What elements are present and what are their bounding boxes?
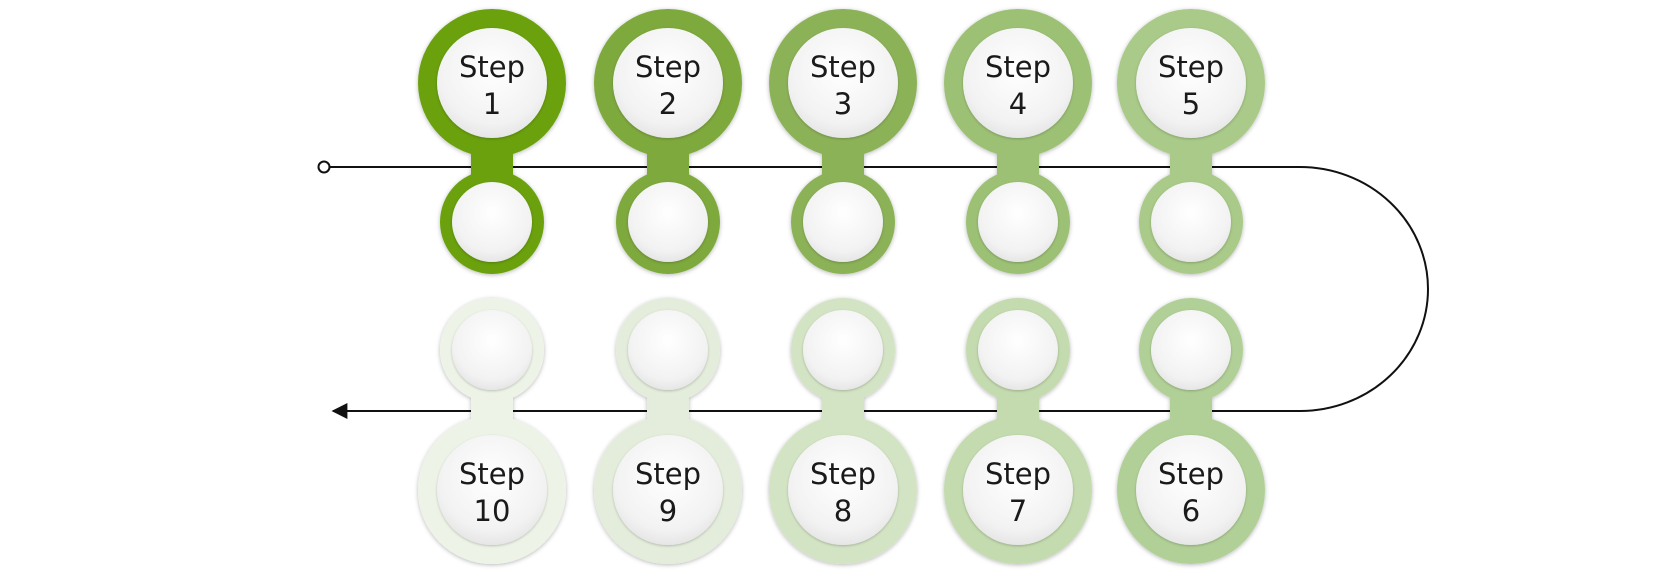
step-4-number: 4: [1009, 87, 1027, 121]
step-1-title: Step: [459, 50, 525, 84]
step-9-small-disc: [628, 310, 708, 390]
step-5-number: 5: [1182, 87, 1200, 121]
step-5-small-disc: [1151, 182, 1231, 262]
step-8-label-disc: [788, 435, 898, 545]
step-5-title: Step: [1158, 50, 1224, 84]
flow-connector-line: [329, 166, 1429, 419]
step-6-number: 6: [1182, 494, 1200, 528]
step-6-small-disc: [1151, 310, 1231, 390]
step-1-number: 1: [483, 87, 501, 121]
step-4-label-disc: [963, 28, 1073, 138]
step-10-label-disc: [437, 435, 547, 545]
step-10-title: Step: [459, 457, 525, 491]
step-3-label-disc: [788, 28, 898, 138]
step-8-small-disc: [803, 310, 883, 390]
step-2-title: Step: [635, 50, 701, 84]
step-2-small-disc: [628, 182, 708, 262]
step-9-label-disc: [613, 435, 723, 545]
flow-start-dot: [317, 160, 331, 174]
step-6-label-disc: [1136, 435, 1246, 545]
step-1-small-disc: [452, 182, 532, 262]
step-9-number: 9: [659, 494, 677, 528]
step-9-title: Step: [635, 457, 701, 491]
steps-layer: Step1Step2Step3Step4Step5Step10Step9Step…: [418, 9, 1265, 564]
step-3-number: 3: [834, 87, 852, 121]
step-3-small-disc: [803, 182, 883, 262]
step-2-label-disc: [613, 28, 723, 138]
step-4-small-disc: [978, 182, 1058, 262]
step-2-number: 2: [659, 87, 677, 121]
step-8-title: Step: [810, 457, 876, 491]
step-1-label-disc: [437, 28, 547, 138]
step-10-number: 10: [474, 494, 511, 528]
step-7-label-disc: [963, 435, 1073, 545]
step-5-label-disc: [1136, 28, 1246, 138]
step-7-number: 7: [1009, 494, 1027, 528]
step-7-title: Step: [985, 457, 1051, 491]
step-3-title: Step: [810, 50, 876, 84]
step-6-title: Step: [1158, 457, 1224, 491]
step-8-number: 8: [834, 494, 852, 528]
step-10-small-disc: [452, 310, 532, 390]
step-4-title: Step: [985, 50, 1051, 84]
step-7-small-disc: [978, 310, 1058, 390]
